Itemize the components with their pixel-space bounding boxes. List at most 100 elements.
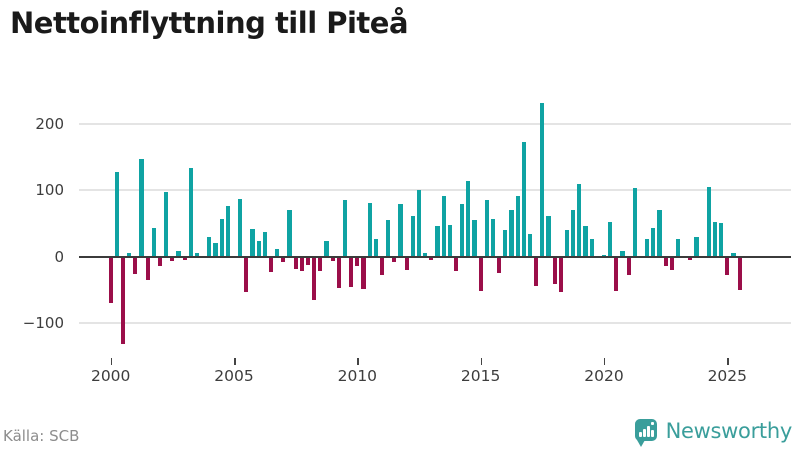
bar-quarter-13: [188, 167, 193, 257]
bar-quarter-17: [213, 242, 218, 257]
x-tick-label-2005: 2005: [214, 367, 254, 385]
y-tick-label: 0: [54, 247, 64, 266]
bar-quarter-61: [484, 200, 489, 257]
bar-quarter-51: [423, 252, 428, 257]
x-tick-label-2020: 2020: [584, 367, 624, 385]
bar-quarter-64: [503, 230, 508, 257]
bar-quarter-10: [170, 257, 175, 261]
x-tick-2020: [603, 358, 606, 365]
bar-quarter-75: [571, 209, 576, 257]
bar-quarter-53: [435, 226, 440, 257]
bar-quarter-32: [305, 257, 311, 265]
x-tick-label-2000: 2000: [90, 367, 131, 385]
x-tick-2025: [727, 358, 729, 365]
bar-quarter-44: [379, 257, 385, 275]
gridline-200: [79, 123, 791, 126]
bar-quarter-33: [312, 257, 317, 301]
bar-quarter-6: [145, 257, 150, 281]
bar-quarter-59: [472, 220, 477, 257]
bar-quarter-9: [164, 192, 169, 257]
source-note: Källa: SCB: [3, 427, 80, 445]
bar-quarter-56: [453, 257, 459, 271]
bar-quarter-24: [256, 240, 261, 257]
bar-quarter-14: [194, 253, 200, 257]
bar-quarter-85: [632, 188, 637, 257]
bar-quarter-70: [540, 102, 545, 257]
bar-quarter-54: [441, 195, 446, 257]
bar-quarter-11: [176, 251, 181, 257]
bar-quarter-40: [355, 257, 360, 267]
zero-axis-line: [79, 255, 791, 258]
bar-quarter-28: [281, 257, 286, 262]
bar-quarter-90: [663, 257, 668, 267]
bar-quarter-18: [219, 218, 224, 257]
bar-quarter-101: [731, 253, 736, 257]
bar-quarter-38: [342, 199, 348, 257]
bar-quarter-95: [694, 236, 699, 257]
bar-quarter-65: [509, 209, 514, 257]
gridline--100: [79, 322, 791, 325]
bar-quarter-7: [151, 227, 156, 257]
bar-quarter-31: [299, 257, 304, 271]
bar-quarter-76: [577, 184, 582, 257]
bar-quarter-55: [447, 224, 452, 257]
bar-quarter-87: [645, 239, 650, 257]
bar-quarter-58: [466, 181, 471, 257]
bar-quarter-77: [583, 225, 588, 257]
bar-quarter-12: [182, 257, 187, 261]
chart-title: Nettoinflyttning till Piteå: [10, 6, 409, 40]
bar-quarter-21: [238, 199, 243, 257]
bar-quarter-94: [688, 257, 693, 261]
gridline-100: [79, 189, 791, 192]
bar-quarter-97: [706, 187, 711, 257]
bar-quarter-73: [558, 257, 563, 292]
x-tick-2015: [480, 358, 483, 365]
bar-quarter-49: [410, 215, 415, 257]
bar-quarter-68: [527, 234, 533, 257]
bar-quarter-23: [250, 228, 255, 257]
brand-name: Newsworthy: [665, 419, 793, 443]
bar-quarter-36: [330, 257, 335, 261]
bar-quarter-5: [139, 159, 144, 257]
bar-quarter-39: [349, 257, 354, 287]
bar-quarter-81: [608, 222, 613, 257]
bar-quarter-91: [669, 257, 674, 270]
bar-quarter-25: [262, 232, 267, 257]
bar-quarter-83: [620, 251, 625, 257]
bar-quarter-2: [120, 257, 126, 344]
bar-quarter-74: [564, 230, 570, 257]
bar-quarter-37: [336, 257, 341, 288]
bar-quarter-62: [490, 218, 496, 257]
x-tick-label-2010: 2010: [337, 367, 378, 385]
bar-quarter-89: [657, 209, 662, 257]
bar-quarter-43: [373, 239, 378, 257]
bar-quarter-47: [398, 203, 403, 257]
bar-quarter-45: [386, 220, 391, 257]
bar-quarter-67: [521, 141, 526, 257]
bar-quarter-60: [478, 257, 483, 291]
bar-quarter-98: [712, 222, 718, 257]
bar-quarter-26: [268, 257, 274, 273]
bar-quarter-29: [287, 209, 292, 257]
x-tick-label-2025: 2025: [707, 367, 748, 385]
bar-quarter-71: [546, 215, 551, 257]
newsworthy-bubble-chart-icon: [634, 419, 657, 447]
y-tick-label: 200: [35, 115, 64, 134]
bar-quarter-19: [225, 206, 230, 257]
brand-logo: Newsworthy: [634, 416, 793, 447]
bar-quarter-42: [367, 202, 372, 257]
bar-quarter-3: [127, 252, 132, 257]
bar-quarter-100: [725, 257, 730, 275]
bar-quarter-41: [361, 257, 366, 289]
bar-quarter-82: [614, 257, 619, 291]
bar-quarter-92: [675, 239, 681, 257]
bar-quarter-50: [416, 190, 422, 257]
bar-quarter-27: [275, 248, 280, 257]
bar-quarter-35: [324, 240, 329, 257]
bar-quarter-22: [244, 257, 249, 292]
bar-quarter-99: [719, 222, 724, 257]
bar-quarter-102: [737, 257, 742, 291]
y-tick-label: 100: [35, 181, 64, 200]
x-tick-2000: [110, 358, 113, 365]
